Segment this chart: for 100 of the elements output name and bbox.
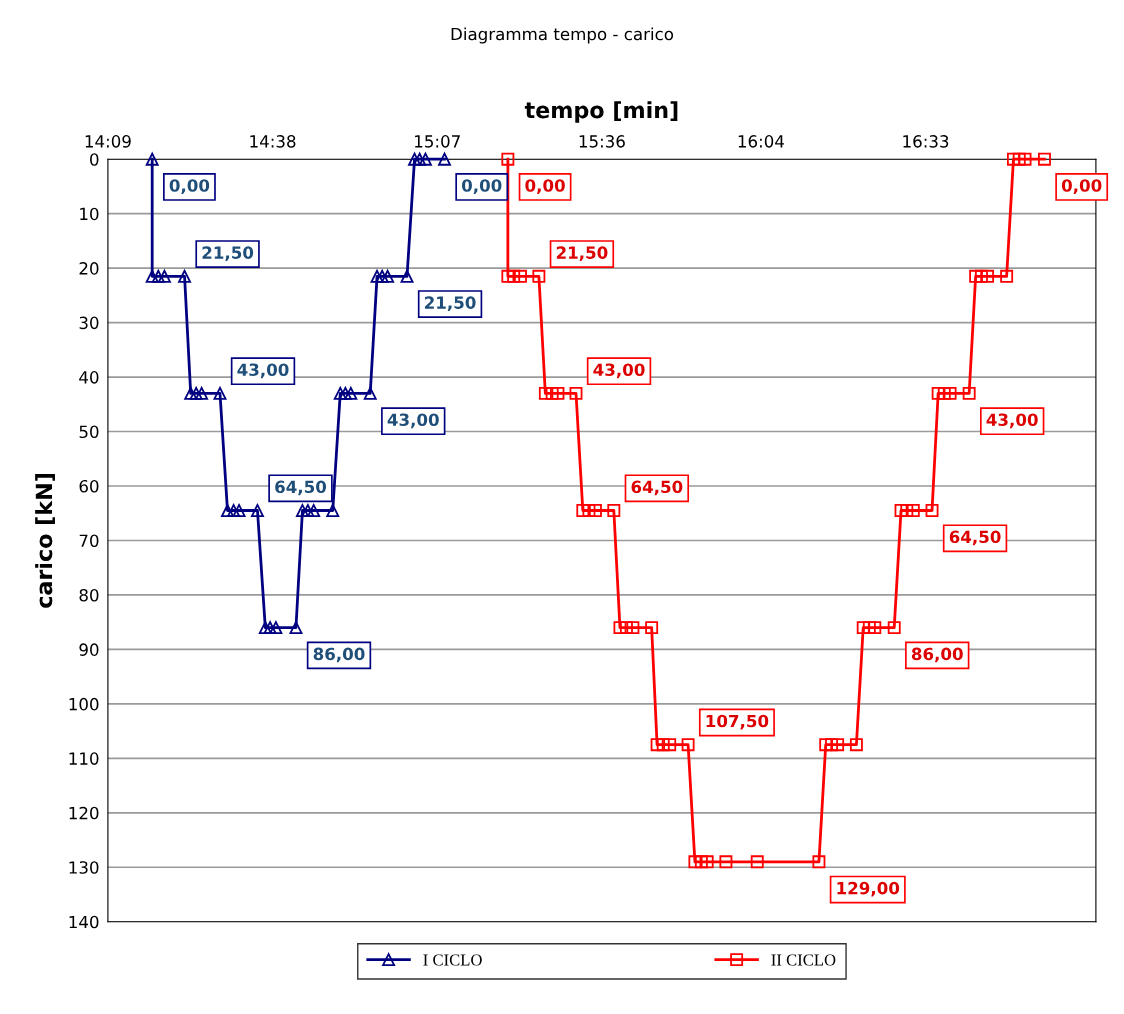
point — [1000, 269, 1014, 283]
point — [258, 621, 272, 635]
y-tick-label: 30 — [79, 316, 99, 330]
y-tick-label: 130 — [69, 861, 99, 874]
y-axis-title: carico [kN] — [35, 474, 55, 608]
point — [981, 269, 995, 283]
point — [189, 386, 203, 400]
point — [551, 386, 565, 400]
y-tick-label: 50 — [79, 425, 99, 439]
point — [849, 738, 863, 752]
data-label: 64,50 — [631, 480, 683, 496]
y-tick-label: 90 — [79, 643, 99, 656]
point — [326, 504, 340, 517]
point — [232, 504, 246, 517]
point — [289, 621, 303, 635]
point — [1006, 152, 1020, 166]
point — [576, 504, 590, 517]
point — [1018, 152, 1032, 166]
data-label: 107,50 — [706, 714, 769, 730]
point — [688, 855, 702, 869]
point — [812, 855, 826, 869]
data-label: 0,00 — [525, 179, 565, 194]
point — [151, 269, 165, 283]
point — [501, 269, 515, 283]
point — [145, 152, 159, 166]
point — [413, 152, 427, 166]
point — [145, 269, 159, 283]
data-label: 43,00 — [593, 363, 645, 379]
point — [157, 269, 171, 283]
y-tick-label: 100 — [69, 697, 99, 711]
x-tick-label: 16:04 — [738, 135, 784, 148]
point — [626, 621, 640, 635]
point — [269, 621, 283, 635]
x-tick-label: 16:33 — [903, 135, 949, 148]
y-tick-label: 40 — [79, 371, 99, 384]
x-tick-label: 15:36 — [579, 135, 625, 148]
point — [719, 855, 733, 869]
point — [645, 621, 659, 635]
data-label: 86,00 — [911, 647, 963, 663]
y-tick-label: 70 — [79, 534, 99, 548]
point — [538, 386, 552, 400]
point — [418, 152, 432, 166]
point — [943, 386, 957, 400]
x-tick-label: 14:38 — [250, 135, 296, 148]
point — [931, 386, 945, 400]
data-label: 0,00 — [461, 179, 502, 194]
point — [868, 621, 882, 635]
data-label: 0,00 — [169, 179, 210, 194]
point — [663, 738, 677, 752]
point — [501, 152, 515, 166]
point — [333, 386, 347, 400]
point — [1037, 152, 1051, 166]
y-tick-label: 140 — [69, 915, 99, 929]
chart-title: Diagramma tempo - carico — [451, 27, 674, 44]
point — [694, 855, 708, 869]
point — [650, 738, 664, 752]
y-tick-label: 10 — [80, 207, 99, 221]
data-label: 86,00 — [313, 647, 365, 663]
point — [344, 386, 358, 400]
legend-label: I CICLO — [423, 954, 482, 966]
point — [251, 504, 264, 517]
data-label: 129,00 — [837, 881, 900, 897]
point — [338, 386, 352, 400]
point — [295, 504, 309, 517]
data-label: 64,50 — [949, 530, 1001, 546]
point — [370, 269, 384, 283]
point — [221, 504, 234, 517]
y-tick-label: 60 — [79, 479, 99, 493]
point — [613, 621, 627, 635]
data-label: 64,50 — [275, 480, 327, 496]
point — [307, 504, 321, 517]
point — [681, 738, 695, 752]
point — [195, 386, 209, 400]
point — [700, 855, 714, 869]
point — [184, 386, 198, 400]
point — [438, 152, 451, 166]
point — [750, 855, 764, 869]
x-tick-label: 14:09 — [85, 135, 131, 148]
y-tick-label: 20 — [79, 262, 99, 275]
point — [375, 269, 389, 283]
y-tick-label: 110 — [69, 752, 99, 765]
point — [363, 386, 377, 400]
y-tick-label: 120 — [69, 806, 99, 820]
data-label: 21,50 — [202, 246, 254, 262]
data-label: 21,50 — [425, 296, 476, 312]
point — [925, 504, 939, 517]
legend-label: II CICLO — [771, 954, 836, 966]
point — [400, 269, 414, 283]
point — [1012, 152, 1026, 166]
point — [263, 621, 277, 635]
data-label: 0,00 — [1061, 179, 1102, 194]
point — [656, 738, 670, 752]
point — [514, 269, 527, 283]
point — [532, 269, 546, 283]
point — [569, 386, 583, 400]
data-label: 43,00 — [387, 413, 439, 429]
data-label: 21,50 — [556, 246, 608, 262]
x-axis-title: tempo [min] — [524, 101, 678, 123]
data-label: 43,00 — [237, 363, 289, 379]
point — [962, 386, 976, 400]
